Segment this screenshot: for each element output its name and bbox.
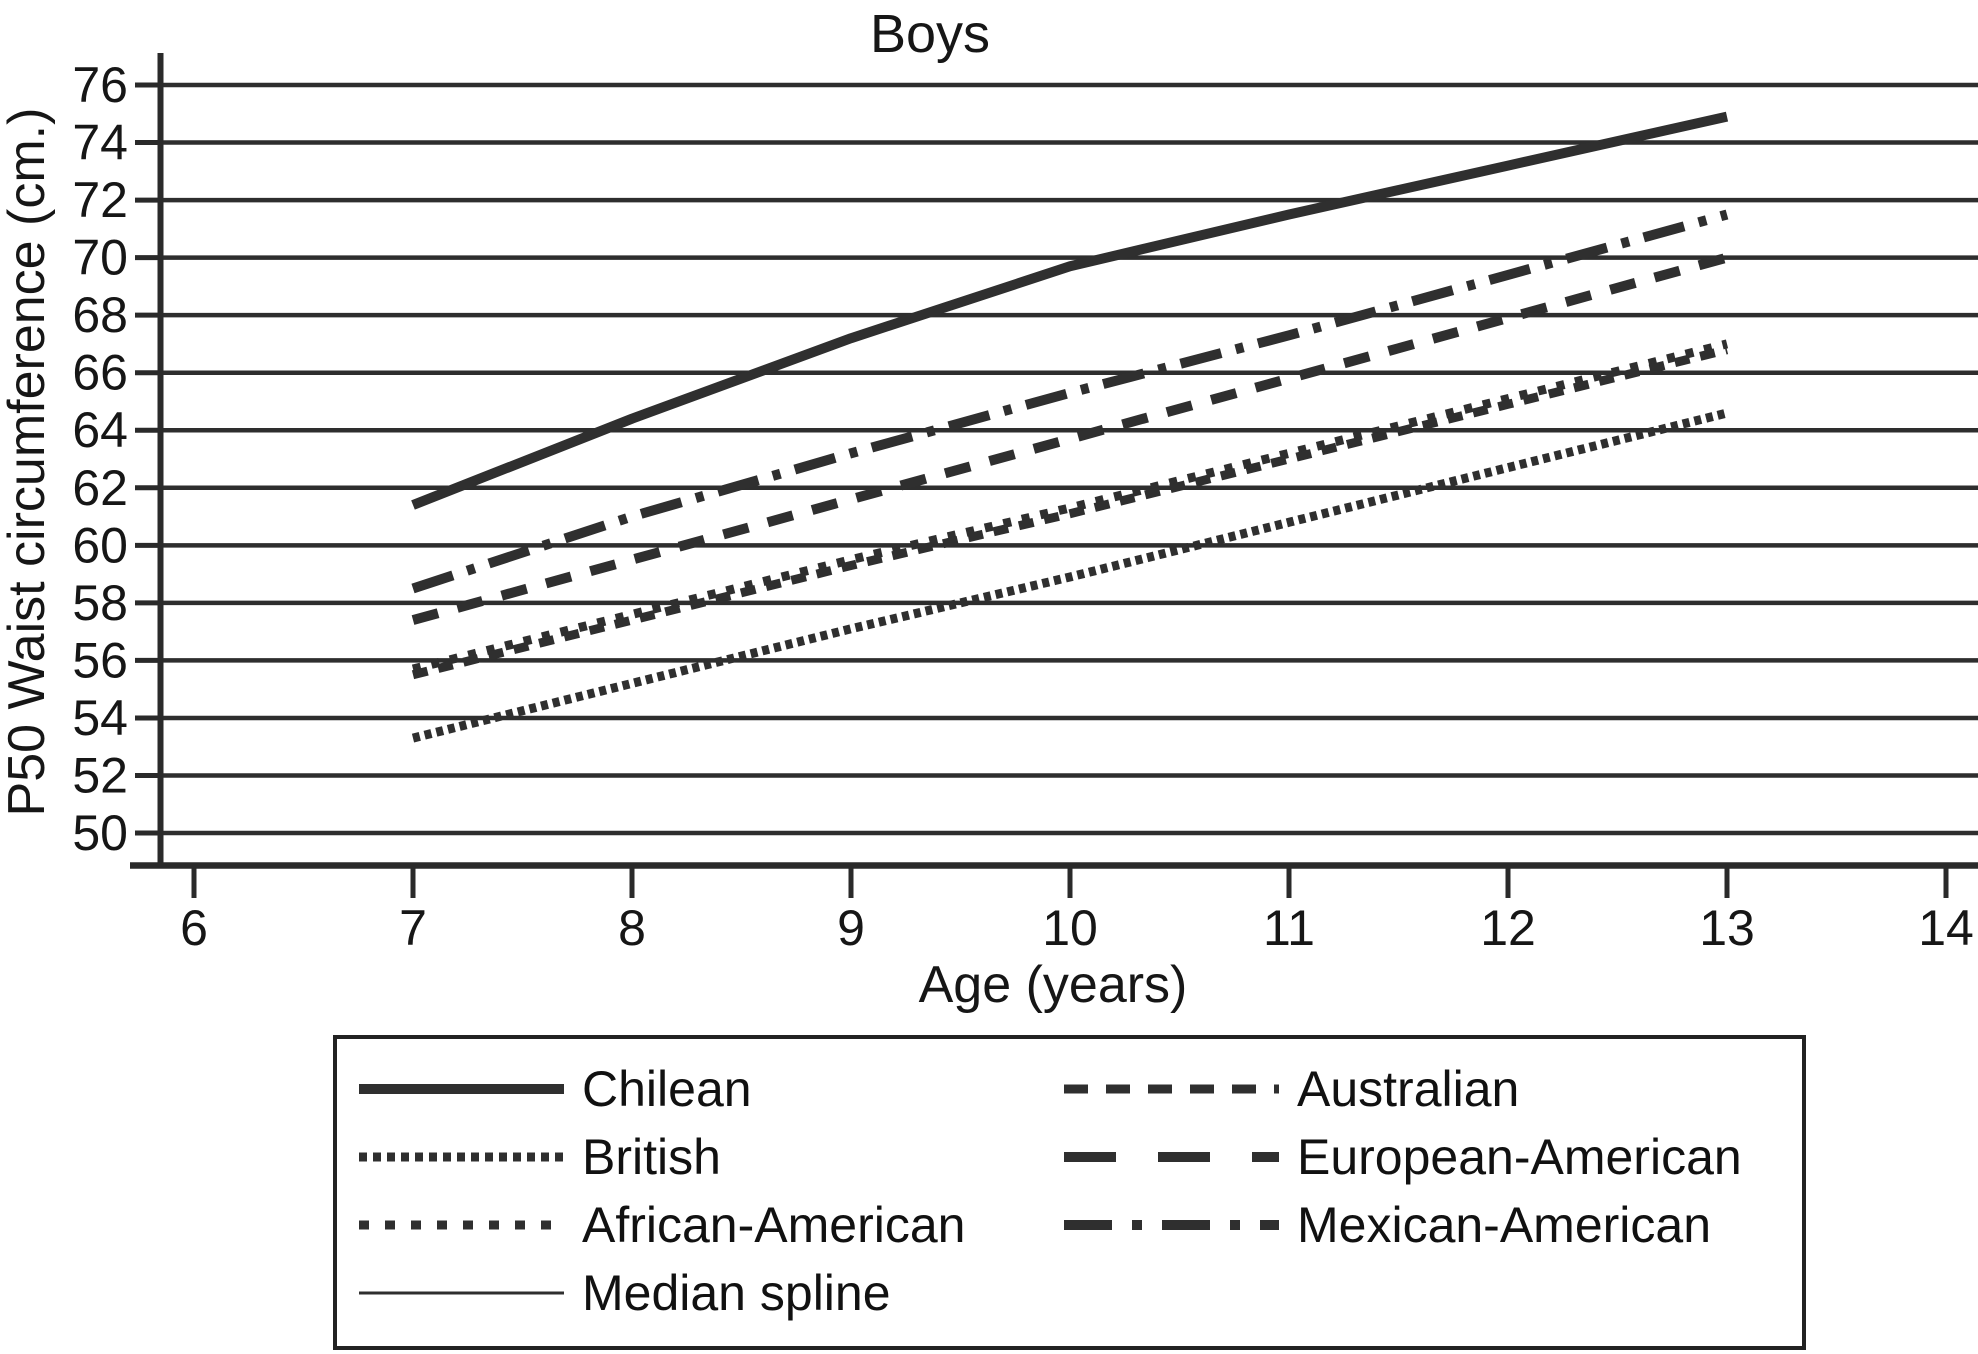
y-tick-label-74: 74	[72, 115, 128, 171]
y-tick-label-56: 56	[72, 632, 128, 688]
legend-item-chilean: Chilean	[359, 1055, 965, 1123]
legend-column-left: Chilean British African-American Median …	[359, 1055, 965, 1327]
x-tick-label-6: 6	[180, 900, 208, 956]
legend-label: Median spline	[582, 1265, 891, 1321]
x-axis-label: Age (years)	[919, 956, 1188, 1014]
legend-item-australian: Australian	[1064, 1055, 1742, 1123]
series-lines	[411, 111, 1729, 743]
x-tick-label-9: 9	[837, 900, 865, 956]
y-tick-label-62: 62	[72, 460, 128, 516]
y-tick-label-76: 76	[72, 57, 128, 113]
y-tick-label-68: 68	[72, 287, 128, 343]
legend-swatch	[1064, 1220, 1279, 1230]
legend-item-european-american: European-American	[1064, 1123, 1742, 1191]
y-tick-label-54: 54	[72, 690, 128, 746]
legend-label: European-American	[1297, 1129, 1742, 1185]
gridlines	[160, 82, 1978, 836]
axis-ticks	[135, 82, 1949, 898]
legend-swatch	[359, 1084, 564, 1094]
y-tick-label-58: 58	[72, 575, 128, 631]
y-tick-label-60: 60	[72, 517, 128, 573]
x-tick-label-13: 13	[1699, 900, 1755, 956]
axes	[130, 53, 1978, 869]
x-tick-label-14: 14	[1918, 900, 1974, 956]
y-axis-label: P50 Waist circumference (cm.)	[0, 108, 56, 817]
y-tick-label-72: 72	[72, 172, 128, 228]
y-tick-label-66: 66	[72, 345, 128, 401]
series-line-african-american	[411, 339, 1729, 674]
legend-item-british: British	[359, 1123, 965, 1191]
y-tick-label-50: 50	[72, 805, 128, 861]
series-line-european-american	[411, 252, 1729, 625]
legend-label: Chilean	[582, 1061, 752, 1117]
legend-swatch	[1064, 1152, 1279, 1162]
x-tick-label-7: 7	[399, 900, 427, 956]
legend-label: African-American	[582, 1197, 966, 1253]
series-line-australian	[411, 345, 1729, 680]
legend-label: Australian	[1297, 1061, 1520, 1117]
series-line-british	[411, 408, 1729, 743]
legend-swatch	[359, 1291, 564, 1295]
series-line-mexican-american	[411, 209, 1729, 594]
y-tick-label-64: 64	[72, 402, 128, 458]
legend-item-african-american: African-American	[359, 1191, 965, 1259]
x-tick-label-8: 8	[618, 900, 646, 956]
legend-item-median-spline: Median spline	[359, 1259, 965, 1327]
legend: Chilean British African-American Median …	[333, 1035, 1806, 1350]
x-tick-label-12: 12	[1480, 900, 1536, 956]
y-tick-label-70: 70	[72, 230, 128, 286]
legend-item-mexican-american: Mexican-American	[1064, 1191, 1742, 1259]
series-line-chilean	[411, 111, 1729, 510]
legend-label: British	[582, 1129, 721, 1185]
legend-label: Mexican-American	[1297, 1197, 1712, 1253]
legend-swatch	[359, 1152, 564, 1162]
chart-title: Boys	[870, 4, 990, 64]
x-tick-label-10: 10	[1042, 900, 1098, 956]
x-tick-label-11: 11	[1263, 900, 1315, 956]
legend-swatch	[1064, 1084, 1279, 1094]
legend-column-right: Australian European-American Mexican-Ame…	[1064, 1055, 1742, 1259]
y-tick-label-52: 52	[72, 747, 128, 803]
legend-swatch	[359, 1220, 564, 1230]
